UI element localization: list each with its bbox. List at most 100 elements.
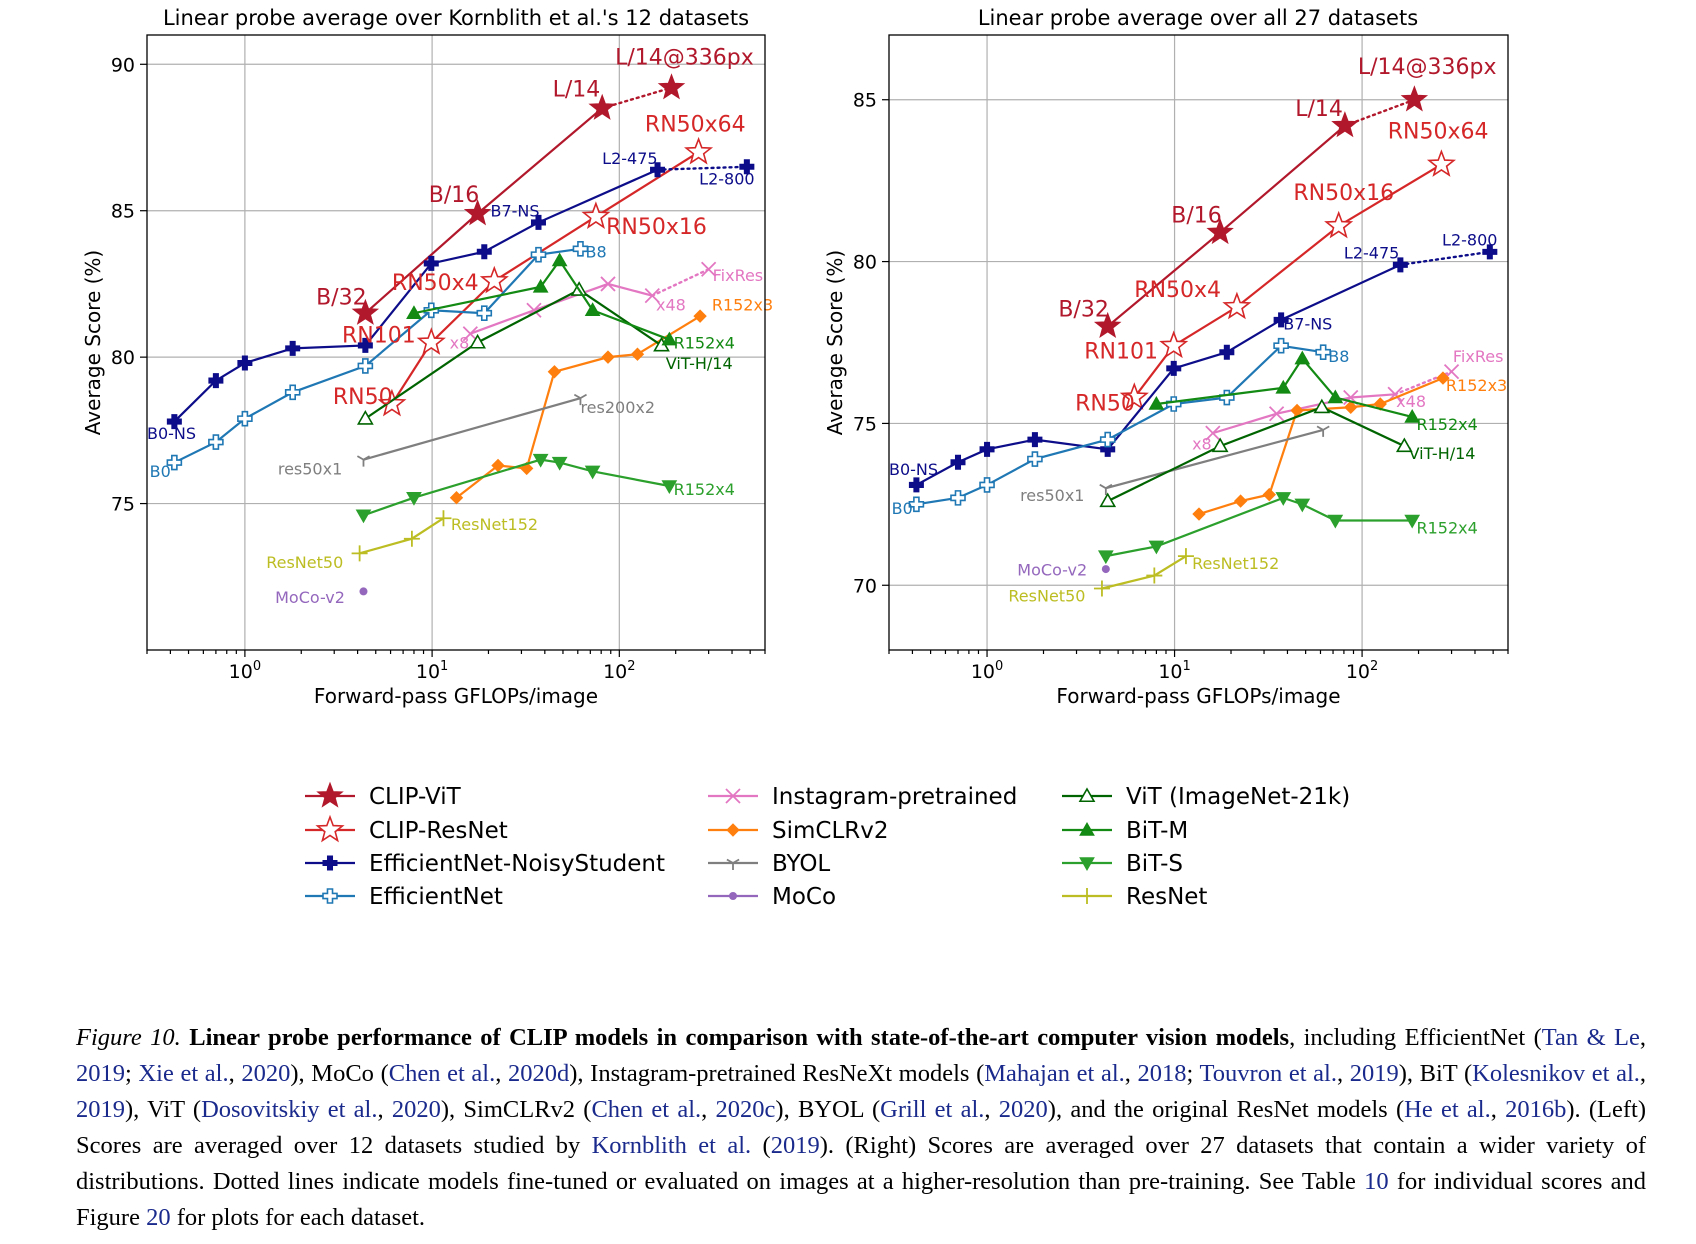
- left-annotation-label: R152x4: [674, 333, 735, 352]
- legend-label-instagram-pretrained: Instagram-pretrained: [772, 784, 1017, 810]
- citation-link[interactable]: Touvron et al.: [1199, 1060, 1337, 1087]
- left-point-clip-vit: [588, 93, 616, 120]
- citation-link[interactable]: 2019: [76, 1060, 125, 1087]
- legend-label-moco: MoCo: [772, 884, 836, 910]
- left-point-simclrv2: [630, 347, 645, 361]
- citation-link[interactable]: Kornblith et al.: [591, 1132, 752, 1159]
- left-dotted-line-efficientnet-noisystudent: [656, 165, 749, 171]
- caption-text: ). (Right) Scores are averaged over 27 d…: [76, 1132, 1646, 1195]
- citation-link[interactable]: Mahajan et al.: [984, 1060, 1125, 1087]
- citation-link[interactable]: 2020: [241, 1060, 291, 1087]
- citation-link[interactable]: 2016b: [1505, 1096, 1567, 1123]
- left-y-tick-label: 75: [111, 494, 135, 516]
- citation-link[interactable]: 2019: [770, 1132, 820, 1159]
- right-point-efficientnet-noisystudent: [908, 477, 924, 493]
- left-point-clip-resnet: [684, 136, 714, 165]
- left-point-clip-vit: [657, 73, 686, 100]
- left-point-simclrv2: [547, 365, 562, 379]
- left-annotation-label: L2-800: [699, 169, 754, 188]
- left-point-bit-m: [406, 305, 422, 319]
- right-point-bit-s: [1404, 514, 1421, 529]
- right-series-clip-resnet: [1119, 149, 1456, 410]
- left-point-efficientnet: [357, 358, 374, 374]
- citation-link[interactable]: 10: [1364, 1168, 1389, 1195]
- left-point-efficientnet: [208, 434, 224, 450]
- left-point-bit-s: [584, 465, 601, 480]
- left-annotation-label: B8: [586, 243, 607, 262]
- right-annotation-label: B/16: [1171, 204, 1222, 229]
- left-point-bit-m: [532, 278, 549, 293]
- citation-link[interactable]: Chen et al.: [591, 1096, 702, 1123]
- citation-link[interactable]: 2020: [998, 1096, 1048, 1123]
- citation-link[interactable]: He et al.: [1404, 1096, 1491, 1123]
- citation-link[interactable]: 2018: [1137, 1060, 1187, 1087]
- right-point-byol: [1099, 483, 1113, 496]
- right-point-efficientnet: [1027, 451, 1043, 467]
- right-series-bit-s: [1097, 492, 1421, 565]
- right-annotation-label: B7-NS: [1283, 315, 1332, 334]
- left-point-resnet: [403, 530, 420, 547]
- legend-marker-bit-m: [1079, 821, 1095, 836]
- left-annotation-label: RN50x4: [392, 271, 479, 296]
- left-point-efficientnet: [572, 240, 589, 257]
- right-point-bit-m: [1404, 408, 1421, 423]
- citation-link[interactable]: Xie et al.: [138, 1060, 229, 1087]
- left-series-simclrv2: [449, 309, 707, 505]
- left-ticks: 100 101 102 75 80 85 90: [111, 54, 766, 683]
- citation-link[interactable]: Chen et al.: [388, 1060, 496, 1087]
- right-series-bit-m: [1148, 350, 1421, 423]
- legend-label-vit-imagenet-21k: ViT (ImageNet-21k): [1126, 784, 1350, 810]
- left-series-byol: [356, 393, 587, 467]
- left-x-tick-label: 102: [603, 659, 635, 683]
- left-point-clip-resnet: [377, 388, 407, 417]
- citation-link[interactable]: Kolesnikov et al.: [1472, 1060, 1640, 1087]
- right-y-tick-label: 75: [853, 413, 877, 435]
- left-point-bit-m: [551, 252, 568, 267]
- citation-link[interactable]: 2020: [391, 1096, 441, 1123]
- caption-text: ,: [701, 1096, 716, 1123]
- citation-link[interactable]: Tan & Le: [1541, 1024, 1640, 1051]
- citation-link[interactable]: 2019: [76, 1096, 125, 1123]
- left-series-line-bit-s: [363, 458, 670, 517]
- legend-item-bit-s: BiT-S: [1062, 851, 1183, 877]
- right-series-byol: [1099, 425, 1330, 496]
- legend-marker-moco: [729, 892, 737, 900]
- left-annotation-label: L2-475: [602, 149, 657, 168]
- left-point-clip-resnet: [581, 201, 611, 229]
- right-point-clip-vit: [1093, 311, 1122, 338]
- right-annotation-label: B8: [1328, 347, 1349, 366]
- citation-link[interactable]: Grill et al.: [880, 1096, 985, 1123]
- right-annotation-label: R152x4: [1416, 415, 1477, 434]
- right-series-vit-imagenet-21k: [1099, 398, 1413, 508]
- left-x-axis-label: Forward-pass GFLOPs/image: [314, 684, 598, 708]
- left-series-efficientnet: [166, 240, 589, 471]
- right-gridlines: [889, 35, 1508, 650]
- legend: CLIP-ViT CLIP-ResNet EfficientNet-NoisyStu…: [305, 781, 1350, 910]
- citation-link[interactable]: 2020c: [715, 1096, 776, 1123]
- right-point-efficientnet: [1273, 337, 1289, 354]
- left-annotation-label: res50x1: [278, 459, 342, 478]
- citation-link[interactable]: 20: [146, 1204, 171, 1231]
- right-annotation-label: B0-NS: [889, 460, 938, 479]
- caption-text: ,: [1490, 1096, 1506, 1123]
- left-y-tick-label: 85: [111, 201, 135, 223]
- left-y-tick-label: 80: [111, 347, 135, 369]
- right-point-bit-s: [1327, 514, 1344, 529]
- left-point-vit-imagenet-21k: [356, 410, 374, 425]
- citation-link[interactable]: Dosovitskiy et al.: [201, 1096, 378, 1123]
- figure-canvas: L/14@336px L/14 B/16 B/32 RN50x64 RN50x16 RN50…: [81, 6, 1509, 910]
- right-point-byol: [1316, 425, 1330, 437]
- citation-link[interactable]: 2020d: [507, 1060, 570, 1087]
- right-point-resnet: [1093, 580, 1110, 597]
- left-point-efficientnet-noisystudent: [166, 414, 182, 430]
- left-point-efficientnet-noisystudent: [476, 244, 492, 260]
- left-point-efficientnet-noisystudent: [530, 214, 546, 230]
- right-annotation-label: R152x3: [1446, 376, 1507, 395]
- right-x-tick-label: 101: [1158, 659, 1190, 683]
- left-series-bit-s: [355, 453, 678, 524]
- citation-link[interactable]: 2019: [1349, 1060, 1399, 1087]
- right-annotation-label: B/32: [1058, 298, 1109, 323]
- caption-text: ), BYOL (: [775, 1096, 881, 1123]
- right-point-efficientnet: [979, 477, 995, 493]
- right-point-efficientnet: [1315, 344, 1331, 361]
